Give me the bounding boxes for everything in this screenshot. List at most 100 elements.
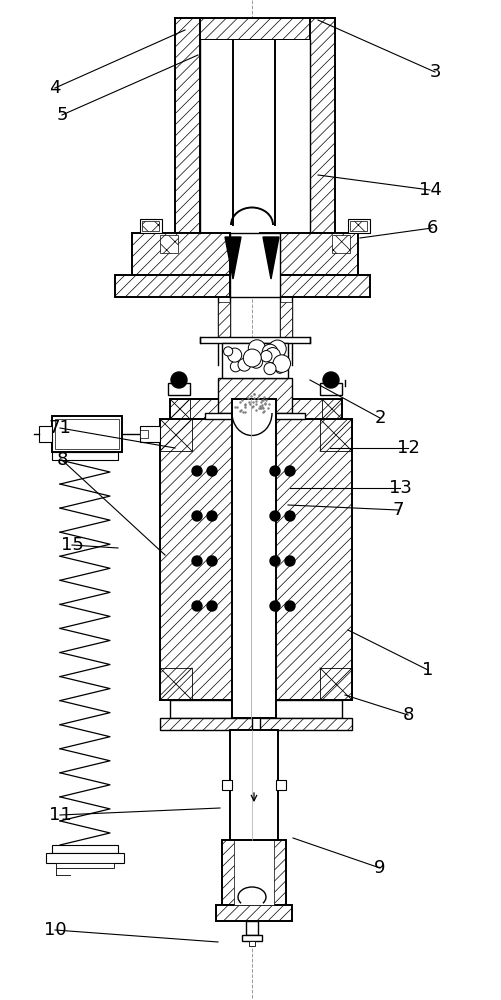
Bar: [222, 780, 232, 790]
Bar: [56, 444, 114, 452]
Text: 9: 9: [374, 859, 386, 877]
Circle shape: [238, 358, 250, 371]
Bar: [276, 780, 286, 790]
Bar: [320, 383, 342, 395]
Bar: [39, 426, 52, 442]
Bar: [218, 378, 292, 413]
Bar: [260, 718, 352, 730]
Circle shape: [192, 556, 202, 566]
Text: 8: 8: [402, 706, 414, 724]
Circle shape: [250, 355, 263, 368]
Bar: [246, 921, 258, 935]
Circle shape: [323, 372, 339, 388]
Circle shape: [223, 347, 233, 356]
Circle shape: [264, 363, 276, 375]
Bar: [160, 419, 242, 700]
Circle shape: [262, 344, 278, 360]
Circle shape: [192, 601, 202, 611]
Bar: [350, 221, 367, 231]
Circle shape: [285, 601, 295, 611]
Bar: [160, 668, 192, 700]
Bar: [140, 219, 162, 233]
Text: 15: 15: [61, 536, 84, 554]
Polygon shape: [263, 237, 279, 279]
Bar: [168, 383, 190, 395]
Bar: [270, 419, 352, 700]
Circle shape: [230, 361, 241, 372]
Bar: [216, 905, 292, 921]
Bar: [270, 399, 342, 419]
Bar: [270, 700, 342, 718]
Bar: [170, 399, 190, 419]
Bar: [320, 419, 352, 451]
Bar: [160, 718, 252, 730]
Bar: [46, 853, 124, 863]
Bar: [55, 419, 119, 449]
Text: 8: 8: [56, 451, 68, 469]
Bar: [52, 452, 118, 460]
Bar: [142, 221, 159, 231]
Bar: [140, 430, 148, 438]
Circle shape: [261, 351, 272, 362]
Text: 6: 6: [426, 219, 438, 237]
Bar: [242, 935, 262, 941]
Bar: [175, 18, 200, 233]
Bar: [140, 426, 160, 442]
Circle shape: [270, 601, 280, 611]
Text: 71: 71: [49, 419, 72, 437]
Bar: [200, 337, 310, 343]
Bar: [310, 18, 335, 233]
Text: 7: 7: [392, 501, 404, 519]
Circle shape: [171, 372, 187, 388]
Bar: [320, 668, 352, 700]
Circle shape: [285, 466, 295, 476]
Text: 14: 14: [418, 181, 441, 199]
Bar: [218, 302, 230, 337]
Text: 11: 11: [49, 806, 71, 824]
Bar: [222, 343, 288, 378]
Bar: [234, 840, 274, 905]
Bar: [249, 941, 255, 946]
Bar: [200, 40, 310, 233]
Circle shape: [285, 556, 295, 566]
Bar: [160, 419, 192, 451]
Text: 1: 1: [422, 661, 434, 679]
Circle shape: [192, 511, 202, 521]
Bar: [205, 413, 305, 419]
Circle shape: [227, 348, 241, 362]
Bar: [260, 233, 358, 275]
Circle shape: [270, 556, 280, 566]
Circle shape: [273, 355, 291, 372]
Bar: [232, 399, 276, 718]
Circle shape: [270, 466, 280, 476]
Bar: [230, 233, 280, 297]
Bar: [222, 840, 286, 905]
Circle shape: [265, 348, 281, 363]
Bar: [170, 399, 242, 419]
Bar: [170, 700, 242, 718]
Circle shape: [276, 365, 284, 373]
Bar: [280, 302, 292, 337]
Bar: [348, 219, 370, 233]
Bar: [56, 863, 114, 868]
Bar: [115, 275, 230, 297]
Circle shape: [192, 466, 202, 476]
Bar: [52, 416, 122, 452]
Circle shape: [243, 349, 261, 367]
Text: 5: 5: [56, 106, 68, 124]
Polygon shape: [225, 237, 241, 279]
Circle shape: [207, 511, 217, 521]
Circle shape: [270, 511, 280, 521]
Text: 10: 10: [44, 921, 66, 939]
Bar: [230, 730, 278, 840]
Bar: [322, 399, 342, 419]
Circle shape: [285, 511, 295, 521]
Circle shape: [248, 340, 266, 357]
Bar: [175, 18, 335, 40]
Circle shape: [207, 556, 217, 566]
Bar: [52, 845, 118, 853]
Text: 12: 12: [397, 439, 419, 457]
Circle shape: [207, 466, 217, 476]
Text: 3: 3: [429, 63, 441, 81]
Bar: [260, 275, 370, 297]
